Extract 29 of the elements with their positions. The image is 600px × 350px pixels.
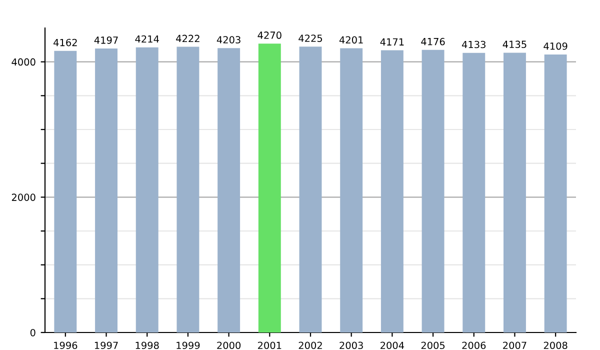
y-tick-label: 2000 xyxy=(12,194,36,201)
x-tick-label: 1997 xyxy=(94,342,118,350)
x-tick-label: 2001 xyxy=(258,342,282,350)
data-label: 4222 xyxy=(176,34,200,42)
x-tick-label: 2003 xyxy=(340,342,363,350)
x-tick-label: 1999 xyxy=(176,342,200,350)
x-tick-label: 1996 xyxy=(54,342,78,350)
x-tick-label: 2008 xyxy=(544,342,568,350)
x-tick-label: 2004 xyxy=(380,342,404,350)
x-tick-label: 2000 xyxy=(217,342,241,350)
y-tick-label: 0 xyxy=(30,328,36,336)
data-label: 4176 xyxy=(421,38,445,46)
data-label: 4133 xyxy=(462,40,486,48)
data-label: 4270 xyxy=(258,32,282,39)
x-tick-label: 2006 xyxy=(462,342,486,350)
y-tick-label: 4000 xyxy=(12,58,36,66)
x-tick-label: 2002 xyxy=(298,342,322,350)
data-label: 4197 xyxy=(94,36,118,44)
data-label: 4109 xyxy=(544,42,568,50)
data-label: 4225 xyxy=(298,34,322,42)
data-label: 4135 xyxy=(502,40,526,48)
data-label: 4171 xyxy=(380,38,404,46)
x-tick-label: 2007 xyxy=(503,342,526,350)
data-label: 4203 xyxy=(216,36,240,44)
x-tick-label: 2005 xyxy=(421,342,445,350)
x-tick-label: 1998 xyxy=(136,342,159,350)
data-label: 4201 xyxy=(339,36,363,44)
data-label: 4162 xyxy=(54,38,77,46)
data-label: 4214 xyxy=(135,35,159,43)
